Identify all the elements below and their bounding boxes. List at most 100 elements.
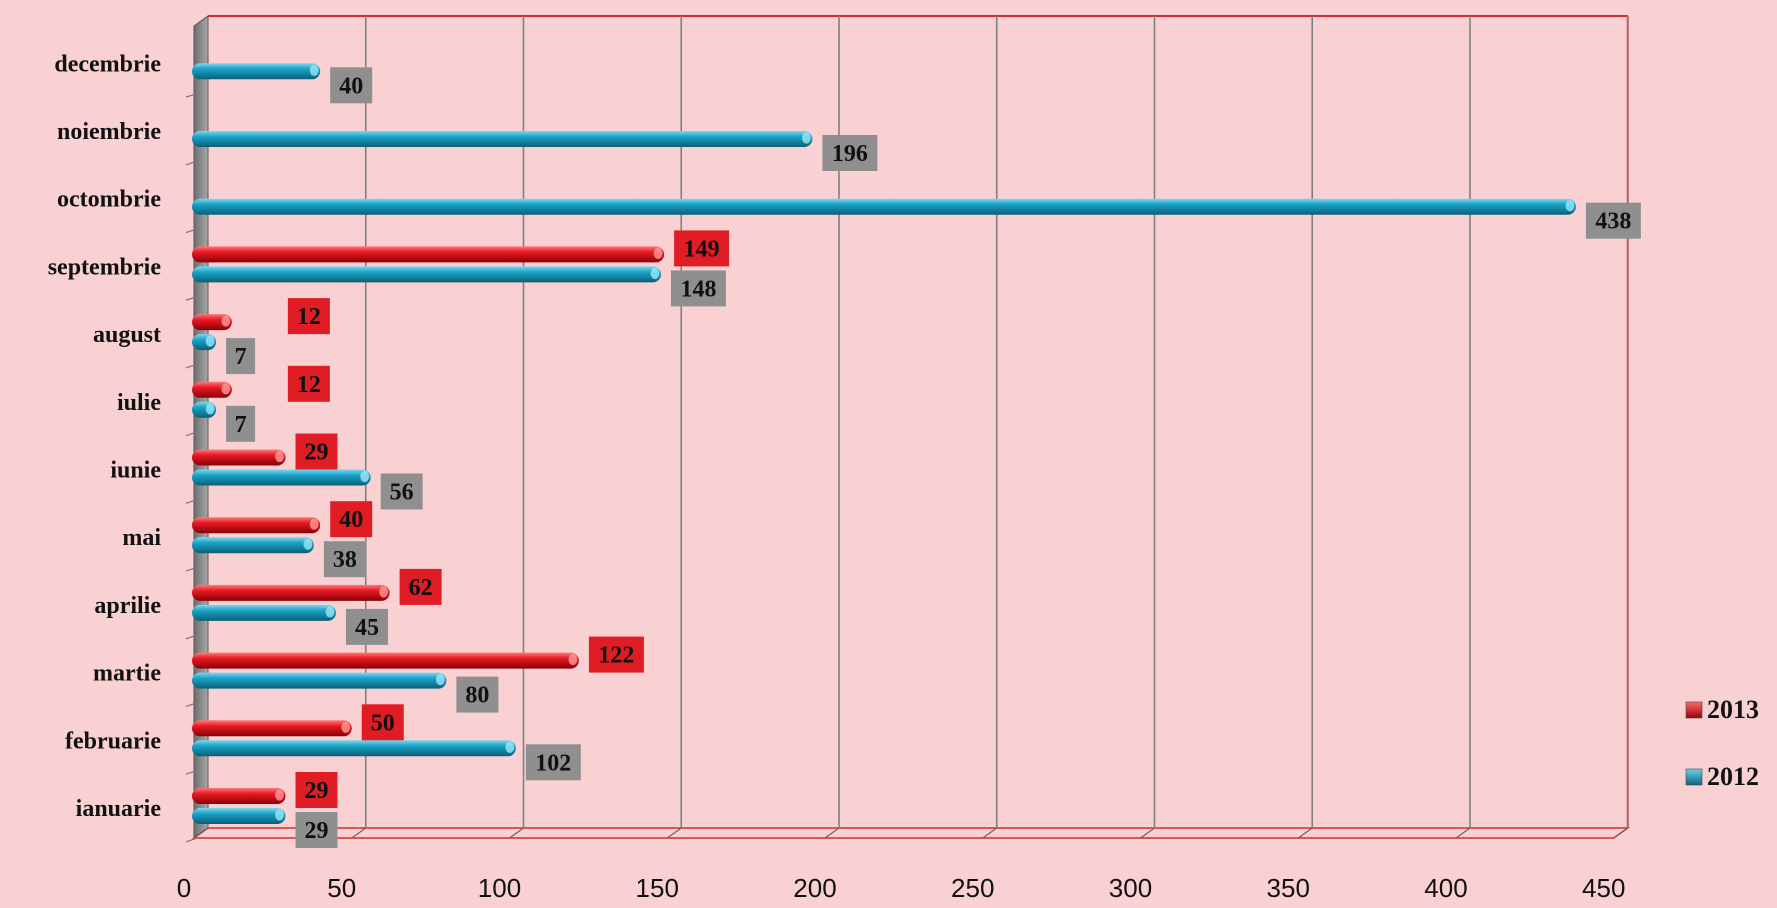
data-label: 148 (680, 276, 716, 302)
x-tick-label: 150 (636, 873, 679, 903)
category-label: mai (122, 525, 161, 551)
data-label-box (361, 704, 404, 741)
y-tick (185, 227, 199, 234)
bar-cap (653, 247, 663, 259)
data-label-box (525, 744, 581, 781)
data-label-box (330, 67, 373, 104)
bar-2012-aprilie (192, 604, 336, 621)
data-label: 56 (390, 480, 414, 506)
category-label: august (93, 322, 161, 348)
bar-2013-martie (192, 652, 579, 669)
data-label: 80 (465, 683, 489, 709)
bar-2012-ianuarie (192, 808, 286, 824)
x-tick-50 (351, 827, 367, 839)
category-label: aprilie (94, 593, 161, 619)
category-label: iunie (110, 458, 161, 484)
data-label: 50 (371, 710, 395, 736)
data-label-box (330, 501, 373, 538)
bar-2012-decembrie (192, 63, 321, 80)
bar-cap (205, 335, 215, 347)
data-label-box (295, 812, 338, 848)
data-label: 29 (304, 818, 328, 844)
y-tick (185, 498, 199, 504)
bar-cap (309, 518, 319, 530)
legend-swatch-2012 (1685, 768, 1703, 786)
data-label: 7 (235, 344, 247, 370)
data-label-box (226, 405, 256, 442)
x-tick-label: 0 (177, 873, 191, 903)
y-tick (185, 837, 199, 843)
bar-2013-septembrie (192, 246, 665, 263)
bar-cap (275, 450, 284, 463)
data-label-box (674, 230, 730, 267)
x-tick-label: 200 (793, 873, 836, 903)
x-tick-label: 100 (478, 873, 521, 903)
bar-cap (801, 132, 811, 144)
bar-2013-februarie (192, 720, 352, 737)
data-label: 40 (339, 73, 363, 99)
data-label: 7 (235, 412, 247, 438)
y-tick (185, 363, 199, 369)
y-tick (185, 431, 199, 437)
bar-cap (275, 789, 284, 801)
x-tick-label: 400 (1424, 873, 1467, 903)
bar-2013-aprilie (192, 584, 390, 601)
bar-cap (568, 654, 578, 666)
bar-2013-august (192, 314, 232, 331)
y-tick (185, 160, 199, 166)
data-label-box (287, 298, 330, 335)
bar-2012-noiembrie (192, 131, 813, 147)
data-label-box (295, 433, 338, 470)
data-label-box (822, 135, 878, 171)
category-label: februarie (65, 728, 161, 754)
data-label-box (226, 338, 256, 375)
bar-cap (436, 674, 445, 686)
data-label-box (295, 772, 338, 808)
bar-cap (341, 721, 351, 733)
x-tick-150 (666, 827, 682, 839)
data-label: 45 (355, 615, 379, 641)
data-label: 196 (832, 141, 868, 167)
category-label: ianuarie (76, 796, 162, 822)
x-tick-100 (509, 827, 524, 839)
bar-cap (325, 606, 335, 618)
bar-cap (221, 315, 231, 327)
category-label: octombrie (57, 187, 161, 213)
data-label: 438 (1595, 209, 1631, 235)
bar-2013-mai (192, 517, 321, 534)
data-label: 12 (297, 304, 321, 330)
data-label-box (287, 365, 330, 402)
data-label-box (399, 568, 442, 605)
y-tick (185, 295, 199, 301)
data-label: 12 (297, 372, 321, 398)
y-tick (185, 769, 199, 775)
y-tick (185, 566, 199, 572)
bar-cap (303, 538, 313, 550)
data-label: 38 (333, 547, 357, 573)
y-tick (185, 701, 199, 708)
bar-2013-ianuarie (192, 788, 286, 804)
bar-2012-septembrie (192, 266, 661, 283)
x-tick-label: 300 (1109, 873, 1152, 903)
bar-2013-iulie (192, 381, 232, 398)
data-label-box (380, 473, 423, 510)
bar-2013-iunie (192, 449, 286, 466)
bar-2012-februarie (192, 740, 516, 757)
x-tick-0 (193, 827, 209, 839)
bar-2012-iunie (192, 469, 371, 486)
bar-cap (379, 586, 389, 598)
data-label: 122 (598, 643, 634, 669)
x-tick-label: 250 (951, 873, 994, 903)
bar-cap (309, 64, 319, 76)
bar-cap (650, 267, 660, 279)
bar-cap (221, 383, 231, 395)
category-label: decembrie (54, 51, 161, 77)
bar-2012-mai (192, 537, 314, 554)
y-tick (185, 634, 199, 640)
category-label: septembrie (48, 254, 162, 280)
bar-cap (205, 403, 215, 415)
x-tick-label: 350 (1267, 873, 1310, 903)
plot-floor (191, 827, 1631, 839)
